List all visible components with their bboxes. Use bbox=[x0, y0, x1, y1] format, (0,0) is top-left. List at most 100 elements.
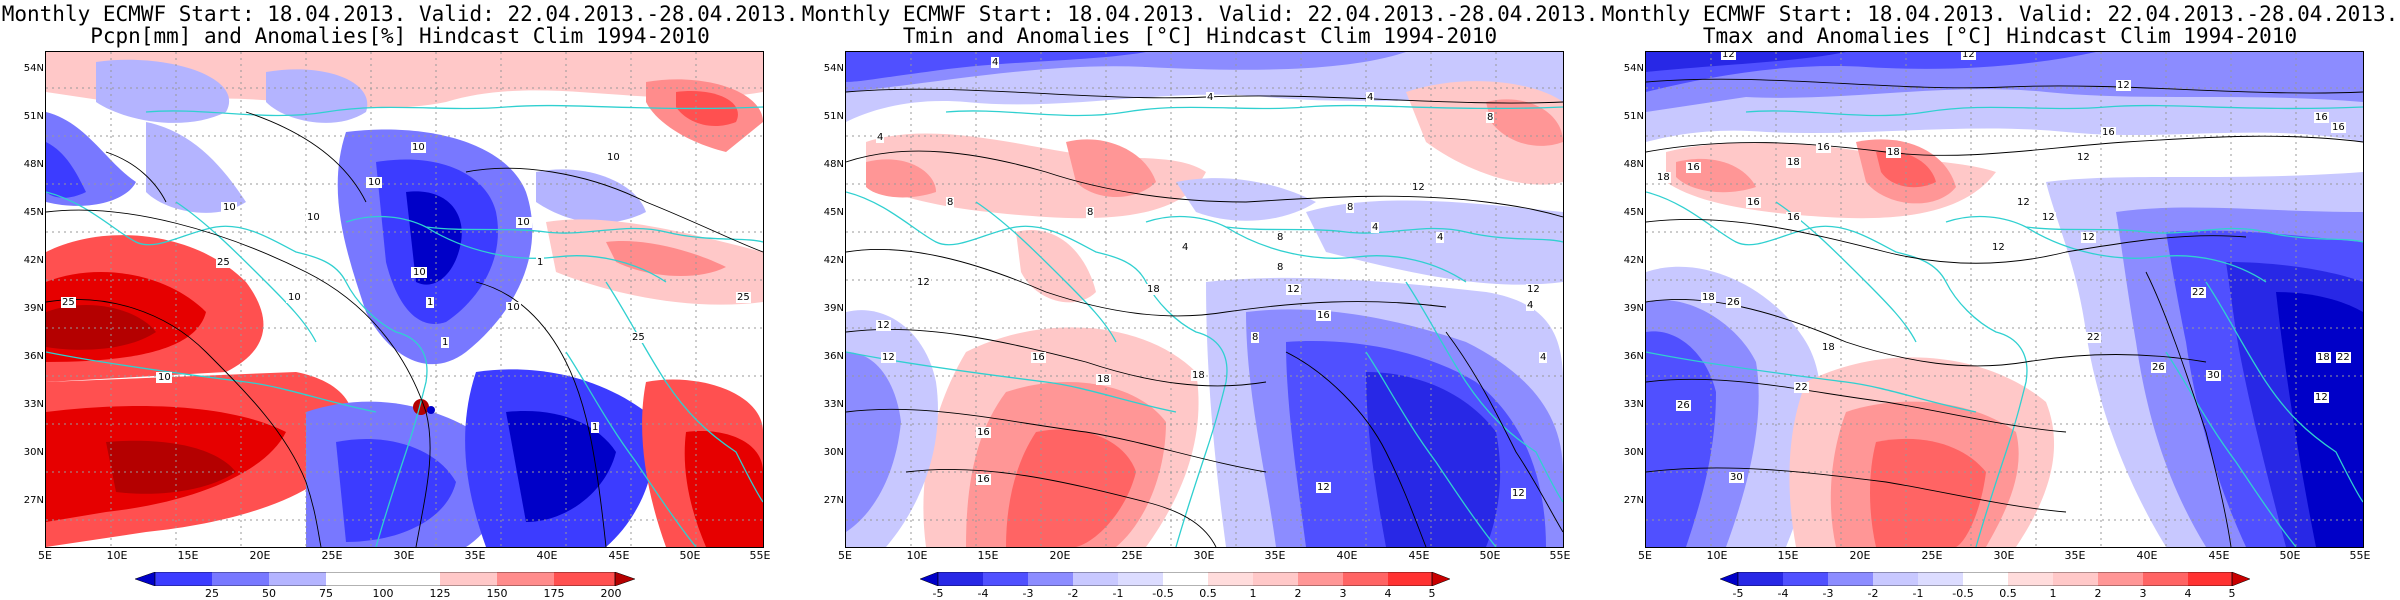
contour-label: 10 bbox=[411, 142, 426, 153]
contour-label: 10 bbox=[606, 152, 621, 163]
colorbar-tick: -1 bbox=[1912, 587, 1924, 600]
lon-label: 5E bbox=[38, 549, 52, 562]
colorbar-tick: -0.5 bbox=[1952, 587, 1974, 600]
map-pcpn: 10 10 10 10 10 10 25 25 25 25 1 1 10 1 1… bbox=[45, 51, 764, 548]
lon-label: 20E bbox=[1049, 549, 1071, 562]
lat-label: 36N bbox=[1623, 351, 1644, 362]
contour-label: 25 bbox=[61, 297, 76, 308]
contour-label: 8 bbox=[1486, 112, 1495, 123]
lon-label: 45E bbox=[2208, 549, 2230, 562]
lon-label: 30E bbox=[393, 549, 415, 562]
contour-label: 18 bbox=[1701, 292, 1716, 303]
colorbar-tick: 2 bbox=[2094, 587, 2102, 600]
lon-label: 35E bbox=[1264, 549, 1286, 562]
lat-label: 39N bbox=[1623, 303, 1644, 314]
lat-label: 33N bbox=[23, 399, 44, 410]
panel-precipitation: Monthly ECMWF Start: 18.04.2013. Valid: … bbox=[0, 0, 800, 600]
contour-label: 18 bbox=[1821, 342, 1836, 353]
contour-label: 1 bbox=[426, 297, 435, 308]
contour-label: 4 bbox=[1206, 92, 1215, 103]
contour-label: 26 bbox=[1726, 297, 1741, 308]
colorbar-tick: 3 bbox=[2139, 587, 2147, 600]
colorbar-tick: 3 bbox=[1339, 587, 1347, 600]
lat-label: 27N bbox=[823, 495, 844, 506]
lat-label: 51N bbox=[1623, 111, 1644, 122]
panel-title-line1: Monthly ECMWF Start: 18.04.2013. Valid: … bbox=[1601, 2, 2399, 26]
lat-label: 27N bbox=[1623, 495, 1644, 506]
lon-label: 45E bbox=[608, 549, 630, 562]
contour-label: 25 bbox=[736, 292, 751, 303]
lon-label: 20E bbox=[249, 549, 271, 562]
contour-label: 4 bbox=[1436, 232, 1445, 243]
colorbar-tick: 5 bbox=[2228, 587, 2236, 600]
contour-label: 10 bbox=[157, 372, 172, 383]
contour-label: 4 bbox=[1181, 242, 1190, 253]
lon-label: 55E bbox=[2349, 549, 2371, 562]
colorbar-tick: 25 bbox=[205, 587, 219, 600]
colorbar-tick: -1 bbox=[1112, 587, 1124, 600]
contour-label: 25 bbox=[216, 257, 231, 268]
lon-label: 15E bbox=[1777, 549, 1799, 562]
contour-label: 12 bbox=[916, 277, 931, 288]
contour-label: 16 bbox=[2314, 112, 2329, 123]
lat-label: 39N bbox=[823, 303, 844, 314]
anomaly-field bbox=[1646, 52, 2363, 547]
lat-label: 42N bbox=[1623, 255, 1644, 266]
contour-label: 16 bbox=[1316, 310, 1331, 321]
lon-label: 35E bbox=[464, 549, 486, 562]
colorbar bbox=[135, 572, 635, 586]
contour-label: 4 bbox=[991, 57, 1000, 68]
lat-label: 36N bbox=[23, 351, 44, 362]
lat-label: 45N bbox=[823, 207, 844, 218]
map-tmax: 12 12 12 16 16 16 16 16 16 16 18 18 12 1… bbox=[1645, 51, 2364, 548]
lon-label: 50E bbox=[679, 549, 701, 562]
colorbar-tick: 0.5 bbox=[1999, 587, 2017, 600]
contour-label: 1 bbox=[441, 337, 450, 348]
lat-label: 54N bbox=[823, 63, 844, 74]
map-tmin: 4 4 4 4 8 8 8 8 4 4 4 8 12 12 12 12 16 1… bbox=[845, 51, 1564, 548]
contour-label: 16 bbox=[1031, 352, 1046, 363]
colorbar-tick: -3 bbox=[1022, 587, 1034, 600]
lon-label: 55E bbox=[1549, 549, 1571, 562]
panel-title-line2: Tmin and Anomalies [°C] Hindcast Clim 19… bbox=[902, 24, 1498, 48]
contour-label: 12 bbox=[876, 320, 891, 331]
colorbar-tick: -2 bbox=[1867, 587, 1879, 600]
contour-label: 12 bbox=[2016, 197, 2031, 208]
colorbar bbox=[920, 572, 1450, 586]
colorbar-tick: 2 bbox=[1294, 587, 1302, 600]
lon-label: 30E bbox=[1993, 549, 2015, 562]
lon-label: 25E bbox=[1921, 549, 1943, 562]
contour-label: 16 bbox=[2101, 127, 2116, 138]
colorbar-tick: -0.5 bbox=[1152, 587, 1174, 600]
contour-label: 18 bbox=[1886, 147, 1901, 158]
lon-label: 15E bbox=[977, 549, 999, 562]
contour-label: 18 bbox=[1191, 370, 1206, 381]
colorbar-tick: -4 bbox=[977, 587, 989, 600]
colorbar-tick: -5 bbox=[1732, 587, 1744, 600]
colorbar-tick: 5 bbox=[1428, 587, 1436, 600]
lat-label: 45N bbox=[23, 207, 44, 218]
colorbar-tick: -5 bbox=[932, 587, 944, 600]
lat-label: 42N bbox=[823, 255, 844, 266]
contour-label: 8 bbox=[1276, 232, 1285, 243]
contour-label: 12 bbox=[1991, 242, 2006, 253]
colorbar-tick: 175 bbox=[543, 587, 565, 600]
contour-label: 18 bbox=[1146, 284, 1161, 295]
colorbar-tick: 100 bbox=[372, 587, 394, 600]
lon-label: 45E bbox=[1408, 549, 1430, 562]
colorbar-tick: -4 bbox=[1777, 587, 1789, 600]
colorbar-tick: 0.5 bbox=[1199, 587, 1217, 600]
lon-label: 50E bbox=[2279, 549, 2301, 562]
panel-title-line2: Tmax and Anomalies [°C] Hindcast Clim 19… bbox=[1702, 24, 2298, 48]
contour-label: 10 bbox=[516, 217, 531, 228]
colorbar-tick: 1 bbox=[2049, 587, 2057, 600]
lon-label: 5E bbox=[838, 549, 852, 562]
lon-label: 25E bbox=[1121, 549, 1143, 562]
contour-label: 12 bbox=[2081, 232, 2096, 243]
colorbar-tick: 125 bbox=[429, 587, 451, 600]
lat-label: 48N bbox=[823, 159, 844, 170]
lat-label: 48N bbox=[1623, 159, 1644, 170]
lon-label: 15E bbox=[177, 549, 199, 562]
colorbar-tick: -3 bbox=[1822, 587, 1834, 600]
contour-label: 30 bbox=[2206, 370, 2221, 381]
